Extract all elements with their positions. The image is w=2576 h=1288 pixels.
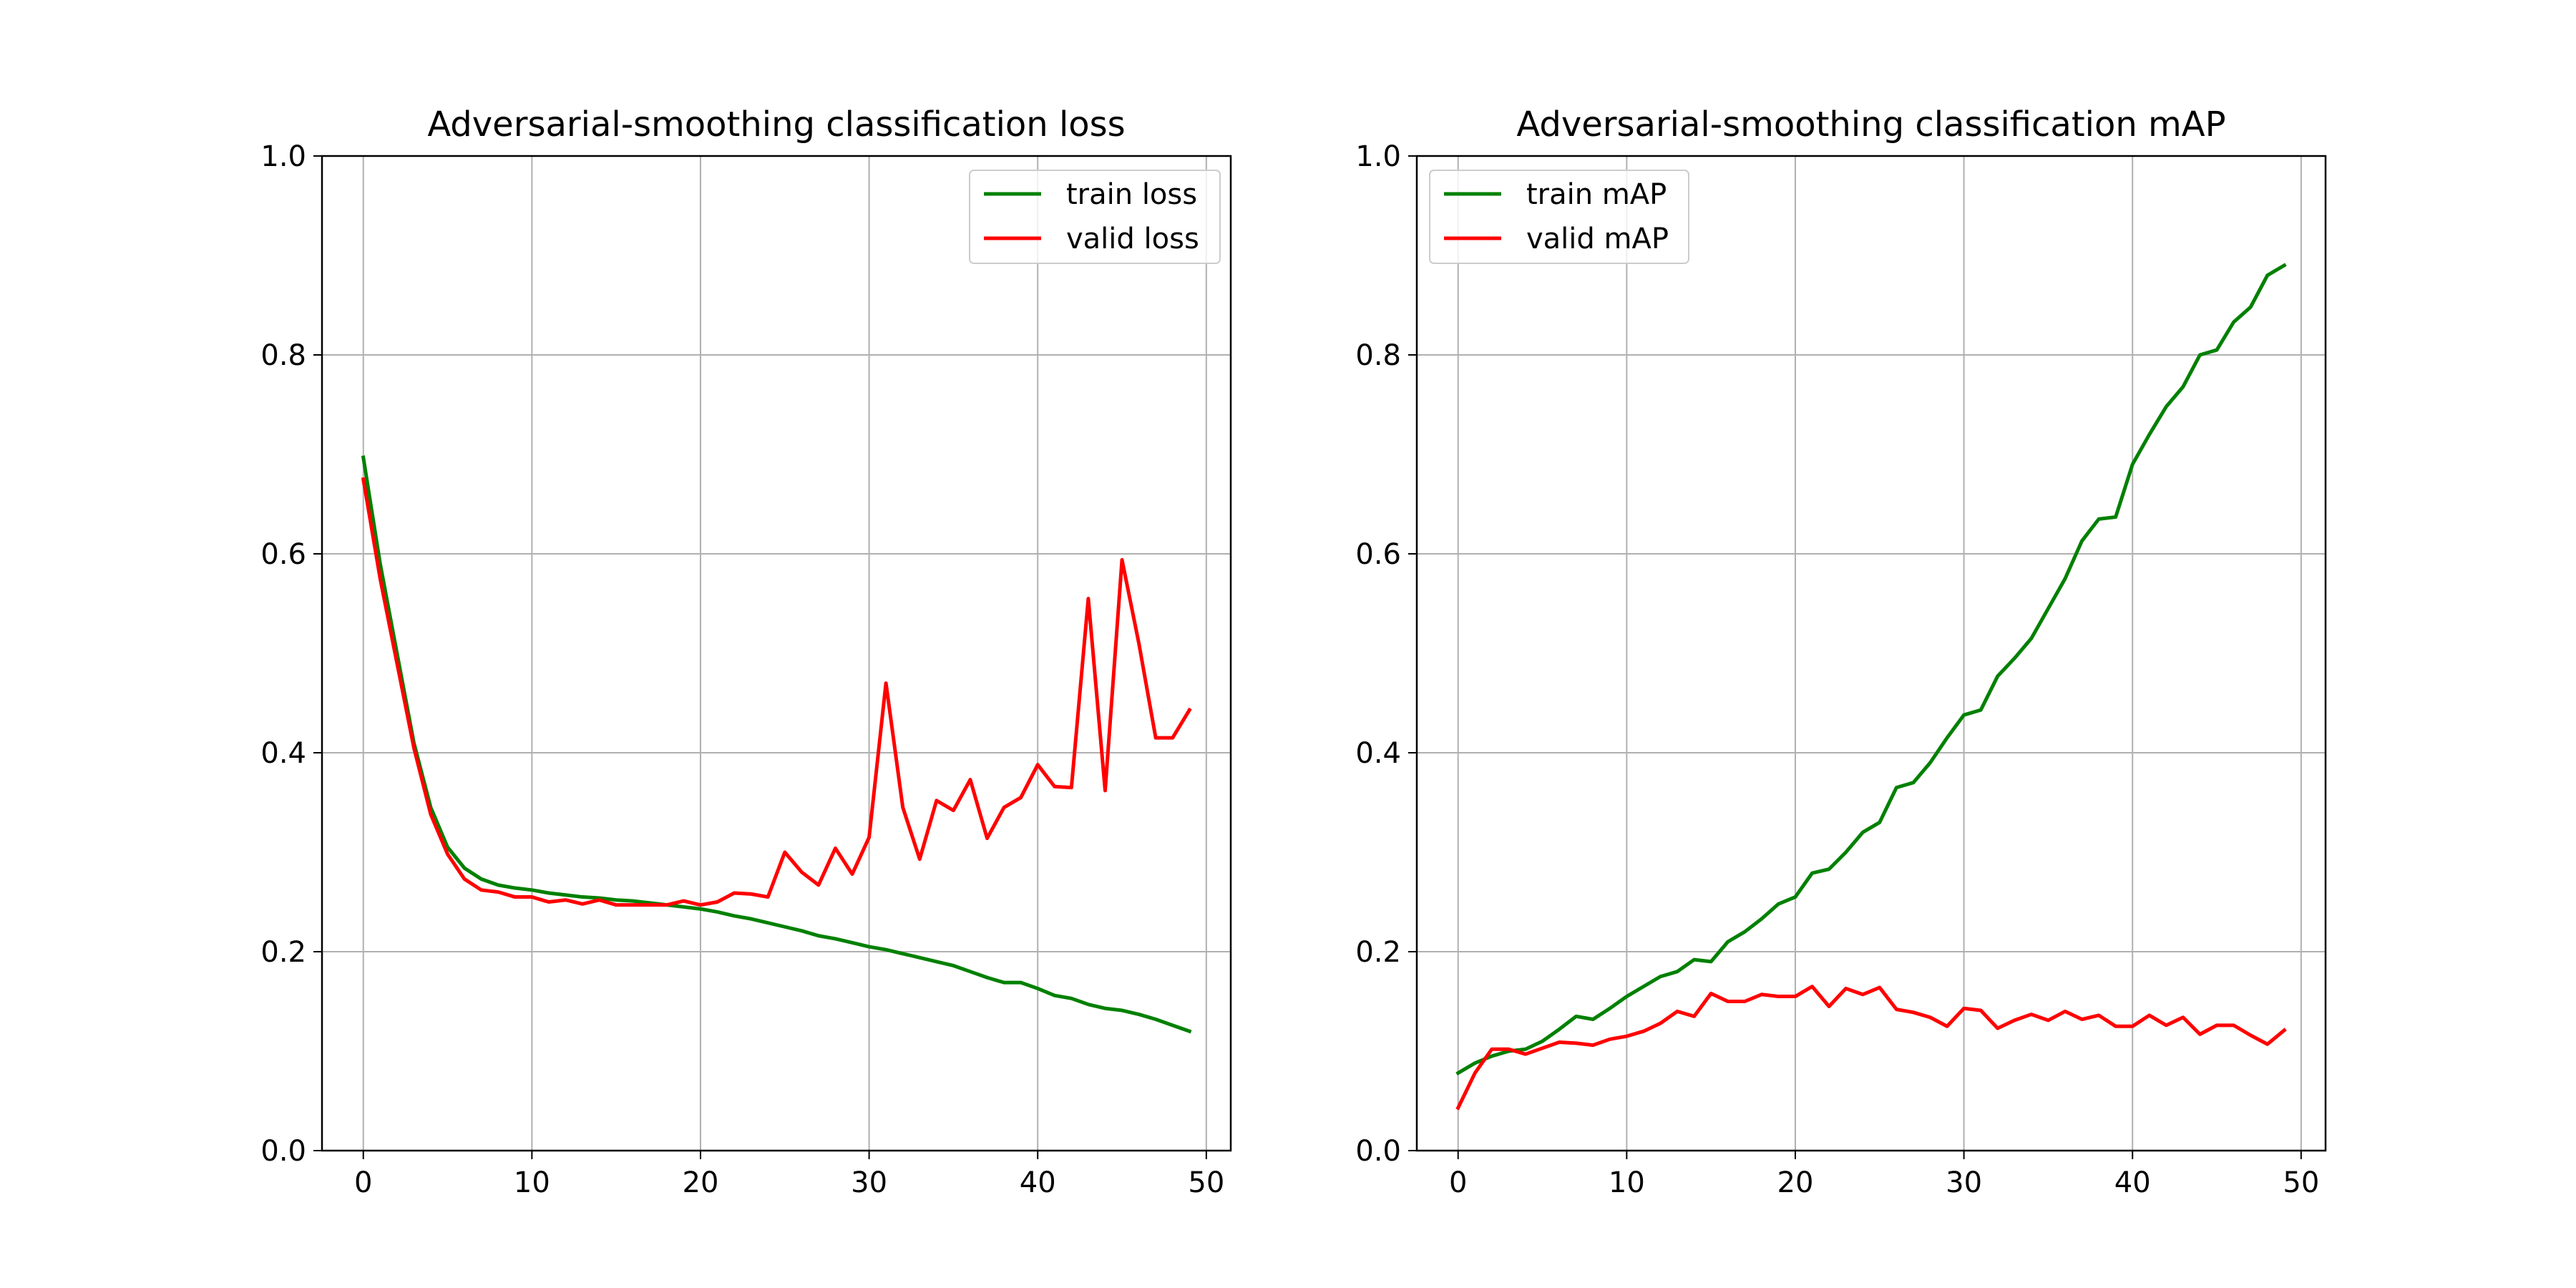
- series-line-valid-loss: [361, 477, 1192, 907]
- map-y-tick-label: 0.8: [1355, 339, 1401, 372]
- map-y-tick-label: 0.6: [1355, 538, 1401, 571]
- map-x-tick-label: 20: [1777, 1166, 1814, 1199]
- loss-x-tick-label: 10: [514, 1166, 550, 1199]
- loss-x-tick-label: 40: [1020, 1166, 1056, 1199]
- legend-label-valid-map: valid mAP: [1526, 223, 1669, 255]
- map-y-tick-label: 0.2: [1355, 936, 1401, 969]
- map-chart-axes-frame: [1415, 155, 2327, 1152]
- legend-label-train-map: train mAP: [1526, 178, 1667, 211]
- legend-label-train-loss: train loss: [1066, 178, 1197, 211]
- map-chart: Adversarial-smoothing classification mAP…: [1355, 104, 2327, 1199]
- series-line-train-map: [1455, 263, 2287, 1076]
- map-y-tick-label: 1.0: [1355, 140, 1401, 173]
- map-chart-title: Adversarial-smoothing classification mAP: [1516, 104, 2225, 145]
- loss-x-tick-label: 30: [851, 1166, 887, 1199]
- map-chart-legend: train mAP valid mAP: [1429, 170, 1689, 264]
- map-x-tick-label: 30: [1946, 1166, 1982, 1199]
- map-chart-ticks: 0 10 20 30 40 50 0.0 0.2 0.4 0.6 0.8 1.0: [1355, 140, 2319, 1199]
- map-y-tick-label: 0.0: [1355, 1135, 1401, 1168]
- loss-chart: Adversarial-smoothing classification los…: [260, 104, 1232, 1199]
- loss-x-tick-label: 0: [354, 1166, 372, 1199]
- loss-y-tick-label: 0.8: [260, 339, 306, 372]
- map-chart-series: [1455, 263, 2287, 1111]
- map-x-tick-label: 50: [2283, 1166, 2319, 1199]
- map-x-tick-label: 40: [2114, 1166, 2151, 1199]
- map-y-tick-label: 0.4: [1355, 737, 1401, 770]
- series-line-train-loss: [361, 455, 1192, 1034]
- loss-chart-ticks: 0 10 20 30 40 50 0.0 0.2 0.4 0.6 0.8 1.0: [260, 140, 1224, 1199]
- loss-chart-legend: train loss valid loss: [969, 170, 1221, 264]
- loss-y-tick-label: 1.0: [260, 140, 306, 173]
- loss-y-tick-label: 0.6: [260, 538, 306, 571]
- loss-y-tick-label: 0.4: [260, 737, 306, 770]
- series-line-valid-map: [1455, 985, 2287, 1111]
- loss-chart-grid: [322, 155, 1231, 1151]
- loss-y-tick-label: 0.0: [260, 1135, 306, 1168]
- loss-x-tick-label: 20: [683, 1166, 719, 1199]
- loss-chart-series: [361, 455, 1192, 1034]
- map-x-tick-label: 0: [1449, 1166, 1467, 1199]
- loss-chart-axes-frame: [321, 155, 1232, 1152]
- loss-x-tick-label: 50: [1188, 1166, 1224, 1199]
- loss-chart-title: Adversarial-smoothing classification los…: [427, 104, 1125, 145]
- loss-y-tick-label: 0.2: [260, 936, 306, 969]
- legend-label-valid-loss: valid loss: [1066, 223, 1199, 255]
- map-x-tick-label: 10: [1609, 1166, 1645, 1199]
